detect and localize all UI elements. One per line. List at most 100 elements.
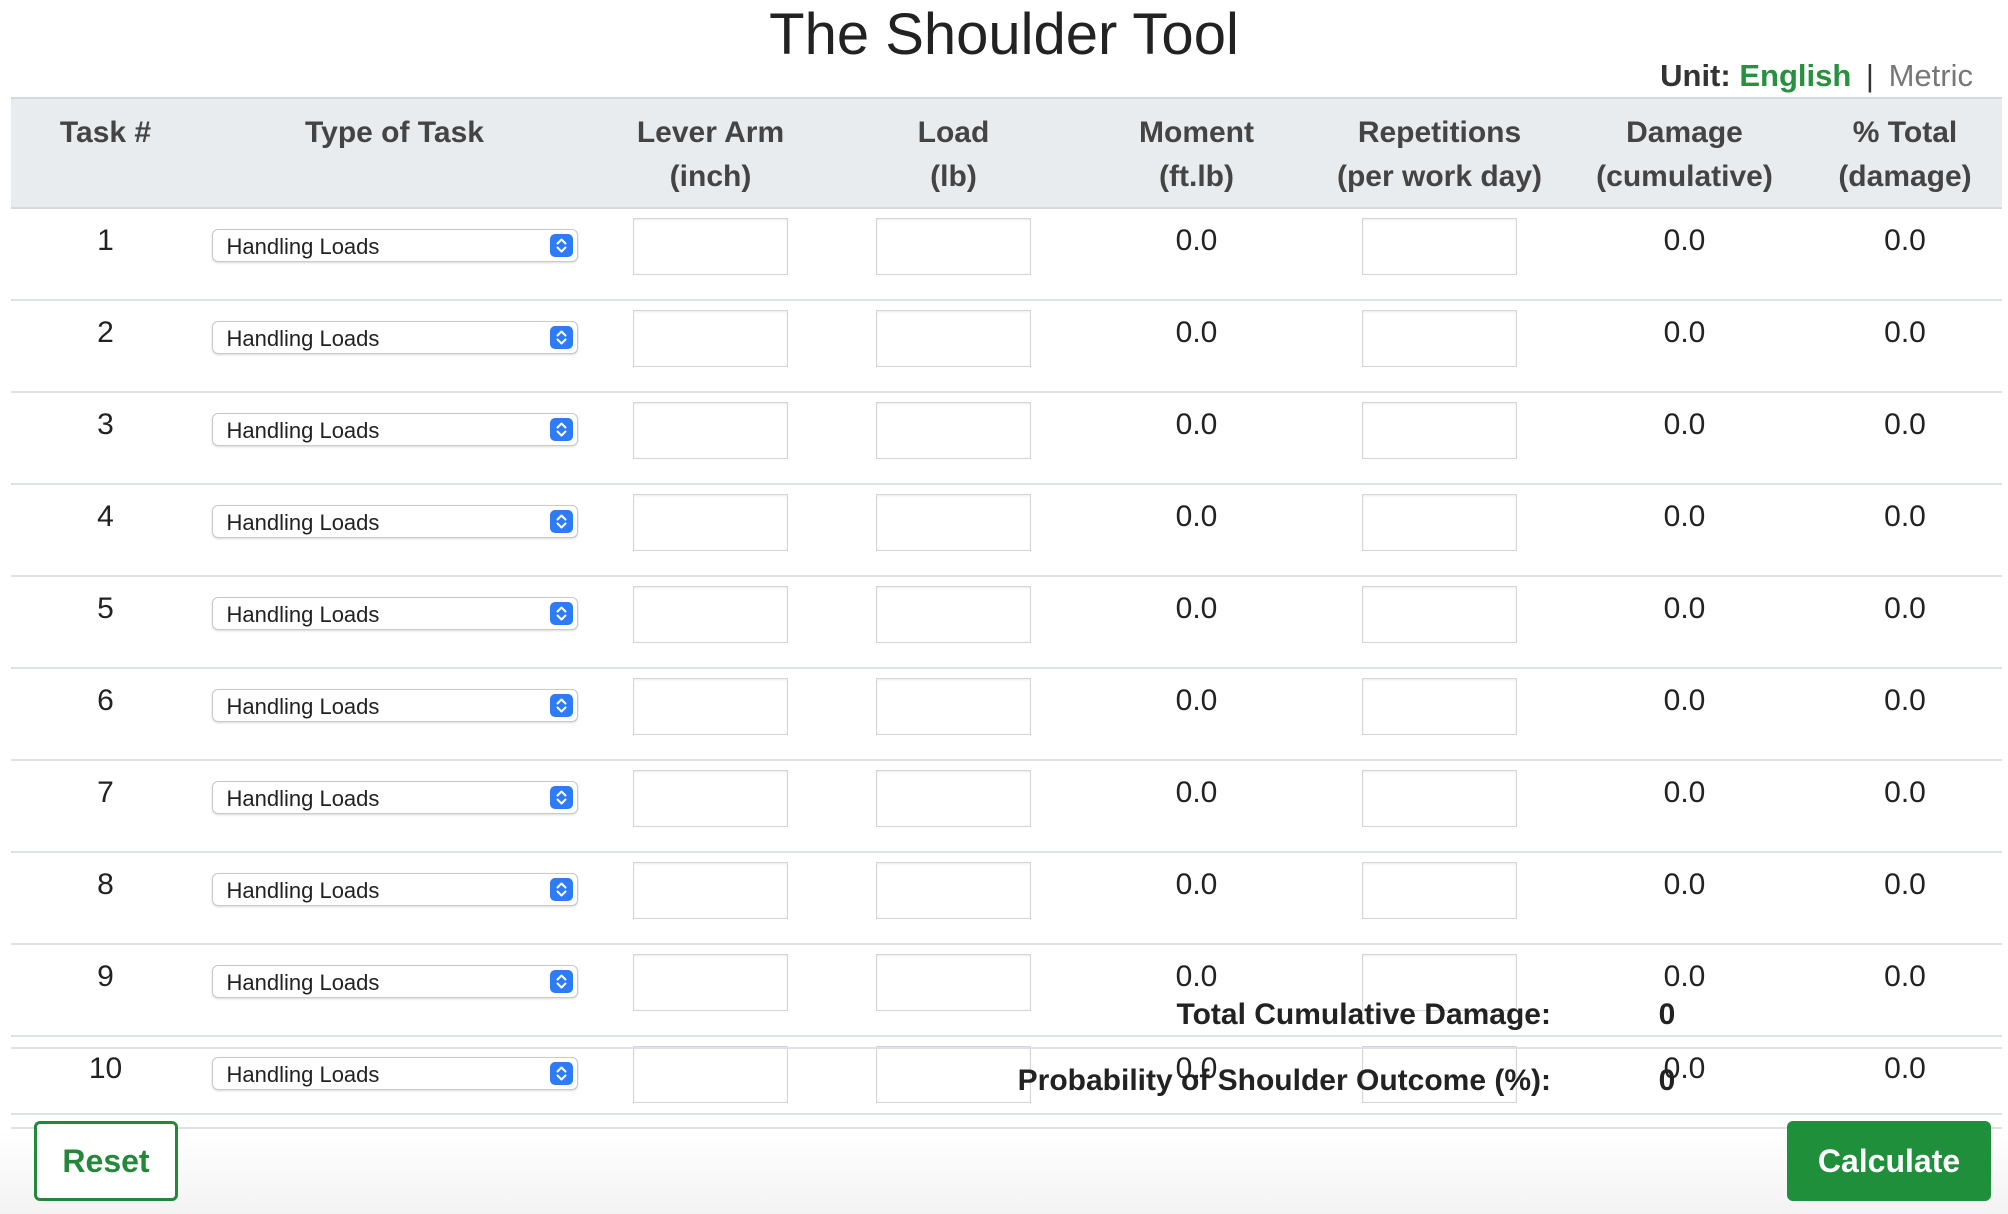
table-row: 7 Handling Loads 0.0 0.0 0.0 bbox=[11, 760, 2002, 853]
lever-arm-cell bbox=[589, 944, 832, 1037]
load-input[interactable] bbox=[876, 586, 1031, 643]
task-type-select[interactable]: Handling Loads bbox=[211, 1057, 578, 1090]
unit-english-link[interactable]: English bbox=[1739, 58, 1852, 93]
task-type-select[interactable]: Handling Loads bbox=[211, 965, 578, 998]
task-number: 2 bbox=[11, 300, 200, 393]
total-damage-label: Total Cumulative Damage: bbox=[1176, 998, 1551, 1031]
task-type-select[interactable]: Handling Loads bbox=[211, 781, 578, 814]
lever-arm-input[interactable] bbox=[633, 770, 788, 827]
lever-arm-input[interactable] bbox=[633, 310, 788, 367]
repetitions-input[interactable] bbox=[1362, 402, 1517, 459]
header-task-num: Task # bbox=[11, 97, 200, 209]
load-input[interactable] bbox=[876, 494, 1031, 551]
lever-arm-input[interactable] bbox=[633, 402, 788, 459]
total-damage-row: Total Cumulative Damage: 0 bbox=[11, 983, 2002, 1049]
repetitions-input[interactable] bbox=[1362, 586, 1517, 643]
repetitions-cell bbox=[1318, 392, 1561, 485]
lever-arm-input[interactable] bbox=[633, 218, 788, 275]
load-cell bbox=[832, 392, 1075, 485]
damage-value: 0.0 bbox=[1561, 944, 1808, 1037]
task-type-select[interactable]: Handling Loads bbox=[211, 873, 578, 906]
load-input[interactable] bbox=[876, 678, 1031, 735]
task-type-cell: Handling Loads bbox=[200, 392, 589, 485]
chevron-up-down-icon bbox=[549, 786, 573, 809]
probability-row: Probability of Shoulder Outcome (%): 0 bbox=[11, 1049, 2002, 1115]
table-row: 6 Handling Loads 0.0 0.0 0.0 bbox=[11, 668, 2002, 761]
task-type-select[interactable]: Handling Loads bbox=[211, 689, 578, 722]
lever-arm-cell bbox=[589, 760, 832, 853]
total-damage-value: 0 bbox=[1658, 998, 1676, 1031]
damage-value: 0.0 bbox=[1561, 392, 1808, 485]
task-type-value: Handling Loads bbox=[226, 326, 380, 351]
task-table-body: 1 Handling Loads 0.0 0.0 0.0 2 Handling Loads 0… bbox=[11, 208, 2002, 1129]
lever-arm-cell bbox=[589, 576, 832, 669]
repetitions-input[interactable] bbox=[1362, 1046, 1517, 1103]
pct-total-value: 0.0 bbox=[1808, 208, 2002, 301]
task-type-select[interactable]: Handling Loads bbox=[211, 321, 578, 354]
pct-total-value: 0.0 bbox=[1808, 668, 2002, 761]
lever-arm-cell bbox=[589, 668, 832, 761]
repetitions-input[interactable] bbox=[1362, 678, 1517, 735]
task-type-select[interactable]: Handling Loads bbox=[211, 505, 578, 538]
pct-total-value: 0.0 bbox=[1808, 484, 2002, 577]
task-type-select[interactable]: Handling Loads bbox=[211, 597, 578, 630]
load-input[interactable] bbox=[876, 1046, 1031, 1103]
repetitions-input[interactable] bbox=[1362, 954, 1517, 1011]
task-number: 1 bbox=[11, 208, 200, 301]
load-cell bbox=[832, 944, 1075, 1037]
probability-value: 0 bbox=[1658, 1064, 1676, 1097]
load-input[interactable] bbox=[876, 310, 1031, 367]
reset-button[interactable]: Reset bbox=[34, 1121, 178, 1201]
task-type-value: Handling Loads bbox=[226, 234, 380, 259]
repetitions-input[interactable] bbox=[1362, 218, 1517, 275]
pct-total-value: 0.0 bbox=[1808, 760, 2002, 853]
moment-value: 0.0 bbox=[1075, 392, 1318, 485]
task-table: Task # Type of Task Lever Arm (inch) Load… bbox=[11, 97, 2002, 1129]
chevron-up-down-icon bbox=[549, 602, 573, 625]
task-type-cell: Handling Loads bbox=[200, 760, 589, 853]
repetitions-input[interactable] bbox=[1362, 862, 1517, 919]
load-cell bbox=[832, 760, 1075, 853]
task-type-value: Handling Loads bbox=[226, 602, 380, 627]
load-cell bbox=[832, 852, 1075, 945]
task-type-value: Handling Loads bbox=[226, 694, 380, 719]
lever-arm-input[interactable] bbox=[633, 954, 788, 1011]
lever-arm-input[interactable] bbox=[633, 586, 788, 643]
load-input[interactable] bbox=[876, 954, 1031, 1011]
damage-value: 0.0 bbox=[1561, 300, 1808, 393]
lever-arm-cell bbox=[589, 852, 832, 945]
load-input[interactable] bbox=[876, 862, 1031, 919]
header-pct-total: % Total (damage) bbox=[1808, 97, 2002, 209]
moment-value: 0.0 bbox=[1075, 484, 1318, 577]
lever-arm-cell bbox=[589, 300, 832, 393]
repetitions-input[interactable] bbox=[1362, 770, 1517, 827]
calculate-button[interactable]: Calculate bbox=[1787, 1121, 1991, 1201]
task-type-select[interactable]: Handling Loads bbox=[211, 413, 578, 446]
lever-arm-cell bbox=[589, 392, 832, 485]
load-input[interactable] bbox=[876, 218, 1031, 275]
header-lever-arm: Lever Arm (inch) bbox=[589, 97, 832, 209]
task-number: 8 bbox=[11, 852, 200, 945]
table-row: 8 Handling Loads 0.0 0.0 0.0 bbox=[11, 852, 2002, 945]
repetitions-cell bbox=[1318, 484, 1561, 577]
lever-arm-input[interactable] bbox=[633, 1046, 788, 1103]
damage-value: 0.0 bbox=[1561, 576, 1808, 669]
unit-selector: Unit: English | Metric bbox=[1660, 56, 1973, 96]
repetitions-input[interactable] bbox=[1362, 310, 1517, 367]
chevron-up-down-icon bbox=[549, 878, 573, 901]
table-row: 3 Handling Loads 0.0 0.0 0.0 bbox=[11, 392, 2002, 485]
chevron-up-down-icon bbox=[549, 510, 573, 533]
damage-value: 0.0 bbox=[1561, 208, 1808, 301]
task-type-select[interactable]: Handling Loads bbox=[211, 229, 578, 262]
lever-arm-input[interactable] bbox=[633, 862, 788, 919]
unit-metric-link[interactable]: Metric bbox=[1888, 58, 1973, 93]
load-input[interactable] bbox=[876, 770, 1031, 827]
header-type: Type of Task bbox=[200, 97, 589, 209]
repetitions-input[interactable] bbox=[1362, 494, 1517, 551]
task-type-cell: Handling Loads bbox=[200, 944, 589, 1037]
load-input[interactable] bbox=[876, 402, 1031, 459]
lever-arm-input[interactable] bbox=[633, 494, 788, 551]
moment-value: 0.0 bbox=[1075, 576, 1318, 669]
lever-arm-input[interactable] bbox=[633, 678, 788, 735]
